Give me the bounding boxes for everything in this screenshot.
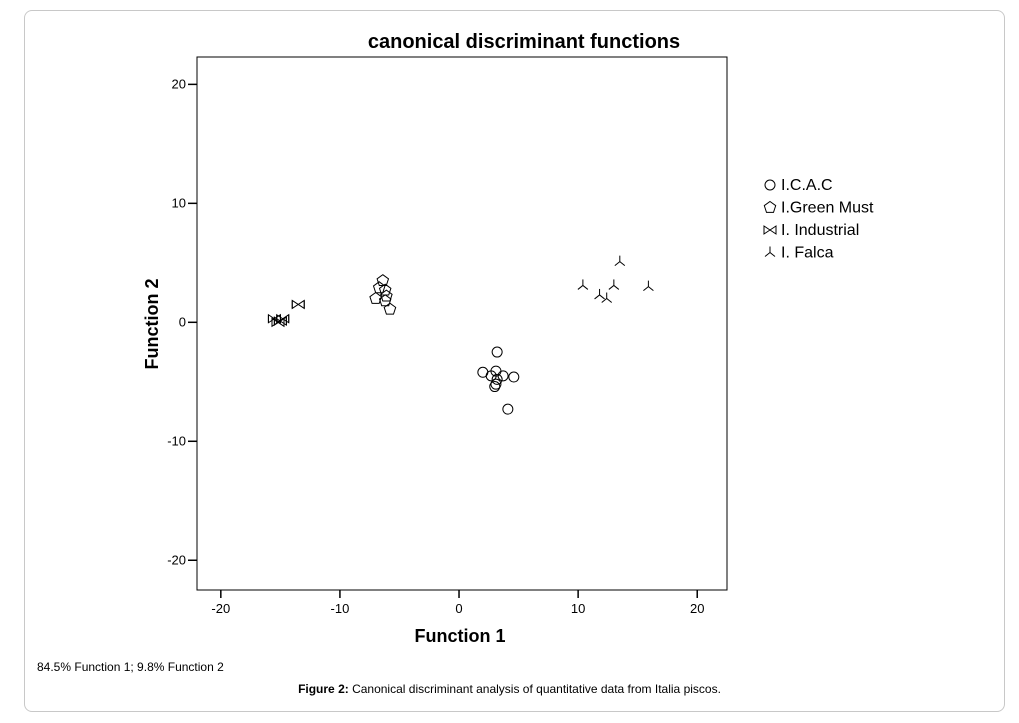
- x-tick-label: 10: [571, 601, 585, 616]
- y-tick-label: -20: [167, 552, 186, 567]
- legend: I.C.A.C I.Green Must I. Industrial I. Falca: [763, 177, 874, 262]
- point-circle: [491, 346, 503, 358]
- plot-area: [196, 56, 728, 591]
- x-tick-label: -20: [211, 601, 230, 616]
- x-tick-label: 0: [455, 601, 462, 616]
- point-circle: [490, 378, 502, 390]
- point-tristar: [594, 288, 605, 300]
- legend-bowtie-icon: [763, 225, 777, 235]
- point-circle: [489, 381, 501, 393]
- point-circle: [485, 370, 497, 382]
- variance-note: 84.5% Function 1; 9.8% Function 2: [37, 660, 224, 674]
- y-axis-label: Function 2: [142, 279, 162, 370]
- point-pentagon: [378, 294, 392, 307]
- chart-title: canonical discriminant functions: [368, 31, 680, 53]
- point-circle: [491, 373, 503, 385]
- point-tristar: [577, 279, 589, 290]
- point-pentagon: [369, 291, 382, 304]
- point-bowtie: [273, 316, 287, 327]
- point-tristar: [601, 292, 613, 303]
- x-axis: -20 -10 0 10 20: [211, 590, 704, 616]
- y-tick-label: -10: [167, 433, 186, 448]
- x-tick-label: -10: [331, 601, 350, 616]
- point-tristar: [643, 280, 654, 292]
- x-tick-label: 20: [690, 601, 704, 616]
- point-tristar: [614, 255, 626, 267]
- data-points: [267, 255, 654, 415]
- caption-label: Figure 2:: [298, 682, 349, 696]
- legend-label: I. Industrial: [781, 222, 859, 239]
- y-tick-label: 20: [172, 76, 186, 91]
- point-pentagon: [380, 289, 393, 302]
- point-circle: [502, 403, 514, 415]
- x-axis-label: Function 1: [415, 626, 506, 646]
- legend-tristar-icon: [764, 246, 776, 257]
- point-pentagon: [383, 302, 397, 315]
- legend-pentagon-icon: [763, 200, 777, 213]
- point-circle: [508, 371, 520, 383]
- y-tick-label: 10: [172, 195, 186, 210]
- y-axis: 20 10 0 -10 -20: [167, 76, 197, 567]
- caption-text: Canonical discriminant analysis of quant…: [348, 682, 721, 696]
- point-circle: [497, 370, 509, 382]
- y-tick-label: 0: [179, 314, 186, 329]
- legend-circle-icon: [764, 179, 776, 191]
- point-bowtie: [291, 299, 305, 310]
- legend-label: I.C.A.C: [781, 177, 833, 194]
- legend-label: I.Green Must: [781, 200, 874, 217]
- legend-label: I. Falca: [781, 245, 834, 262]
- figure-frame: [24, 10, 1005, 712]
- point-pentagon: [372, 281, 386, 294]
- point-tristar: [608, 279, 620, 290]
- figure-caption: Figure 2: Canonical discriminant analysi…: [0, 682, 1019, 696]
